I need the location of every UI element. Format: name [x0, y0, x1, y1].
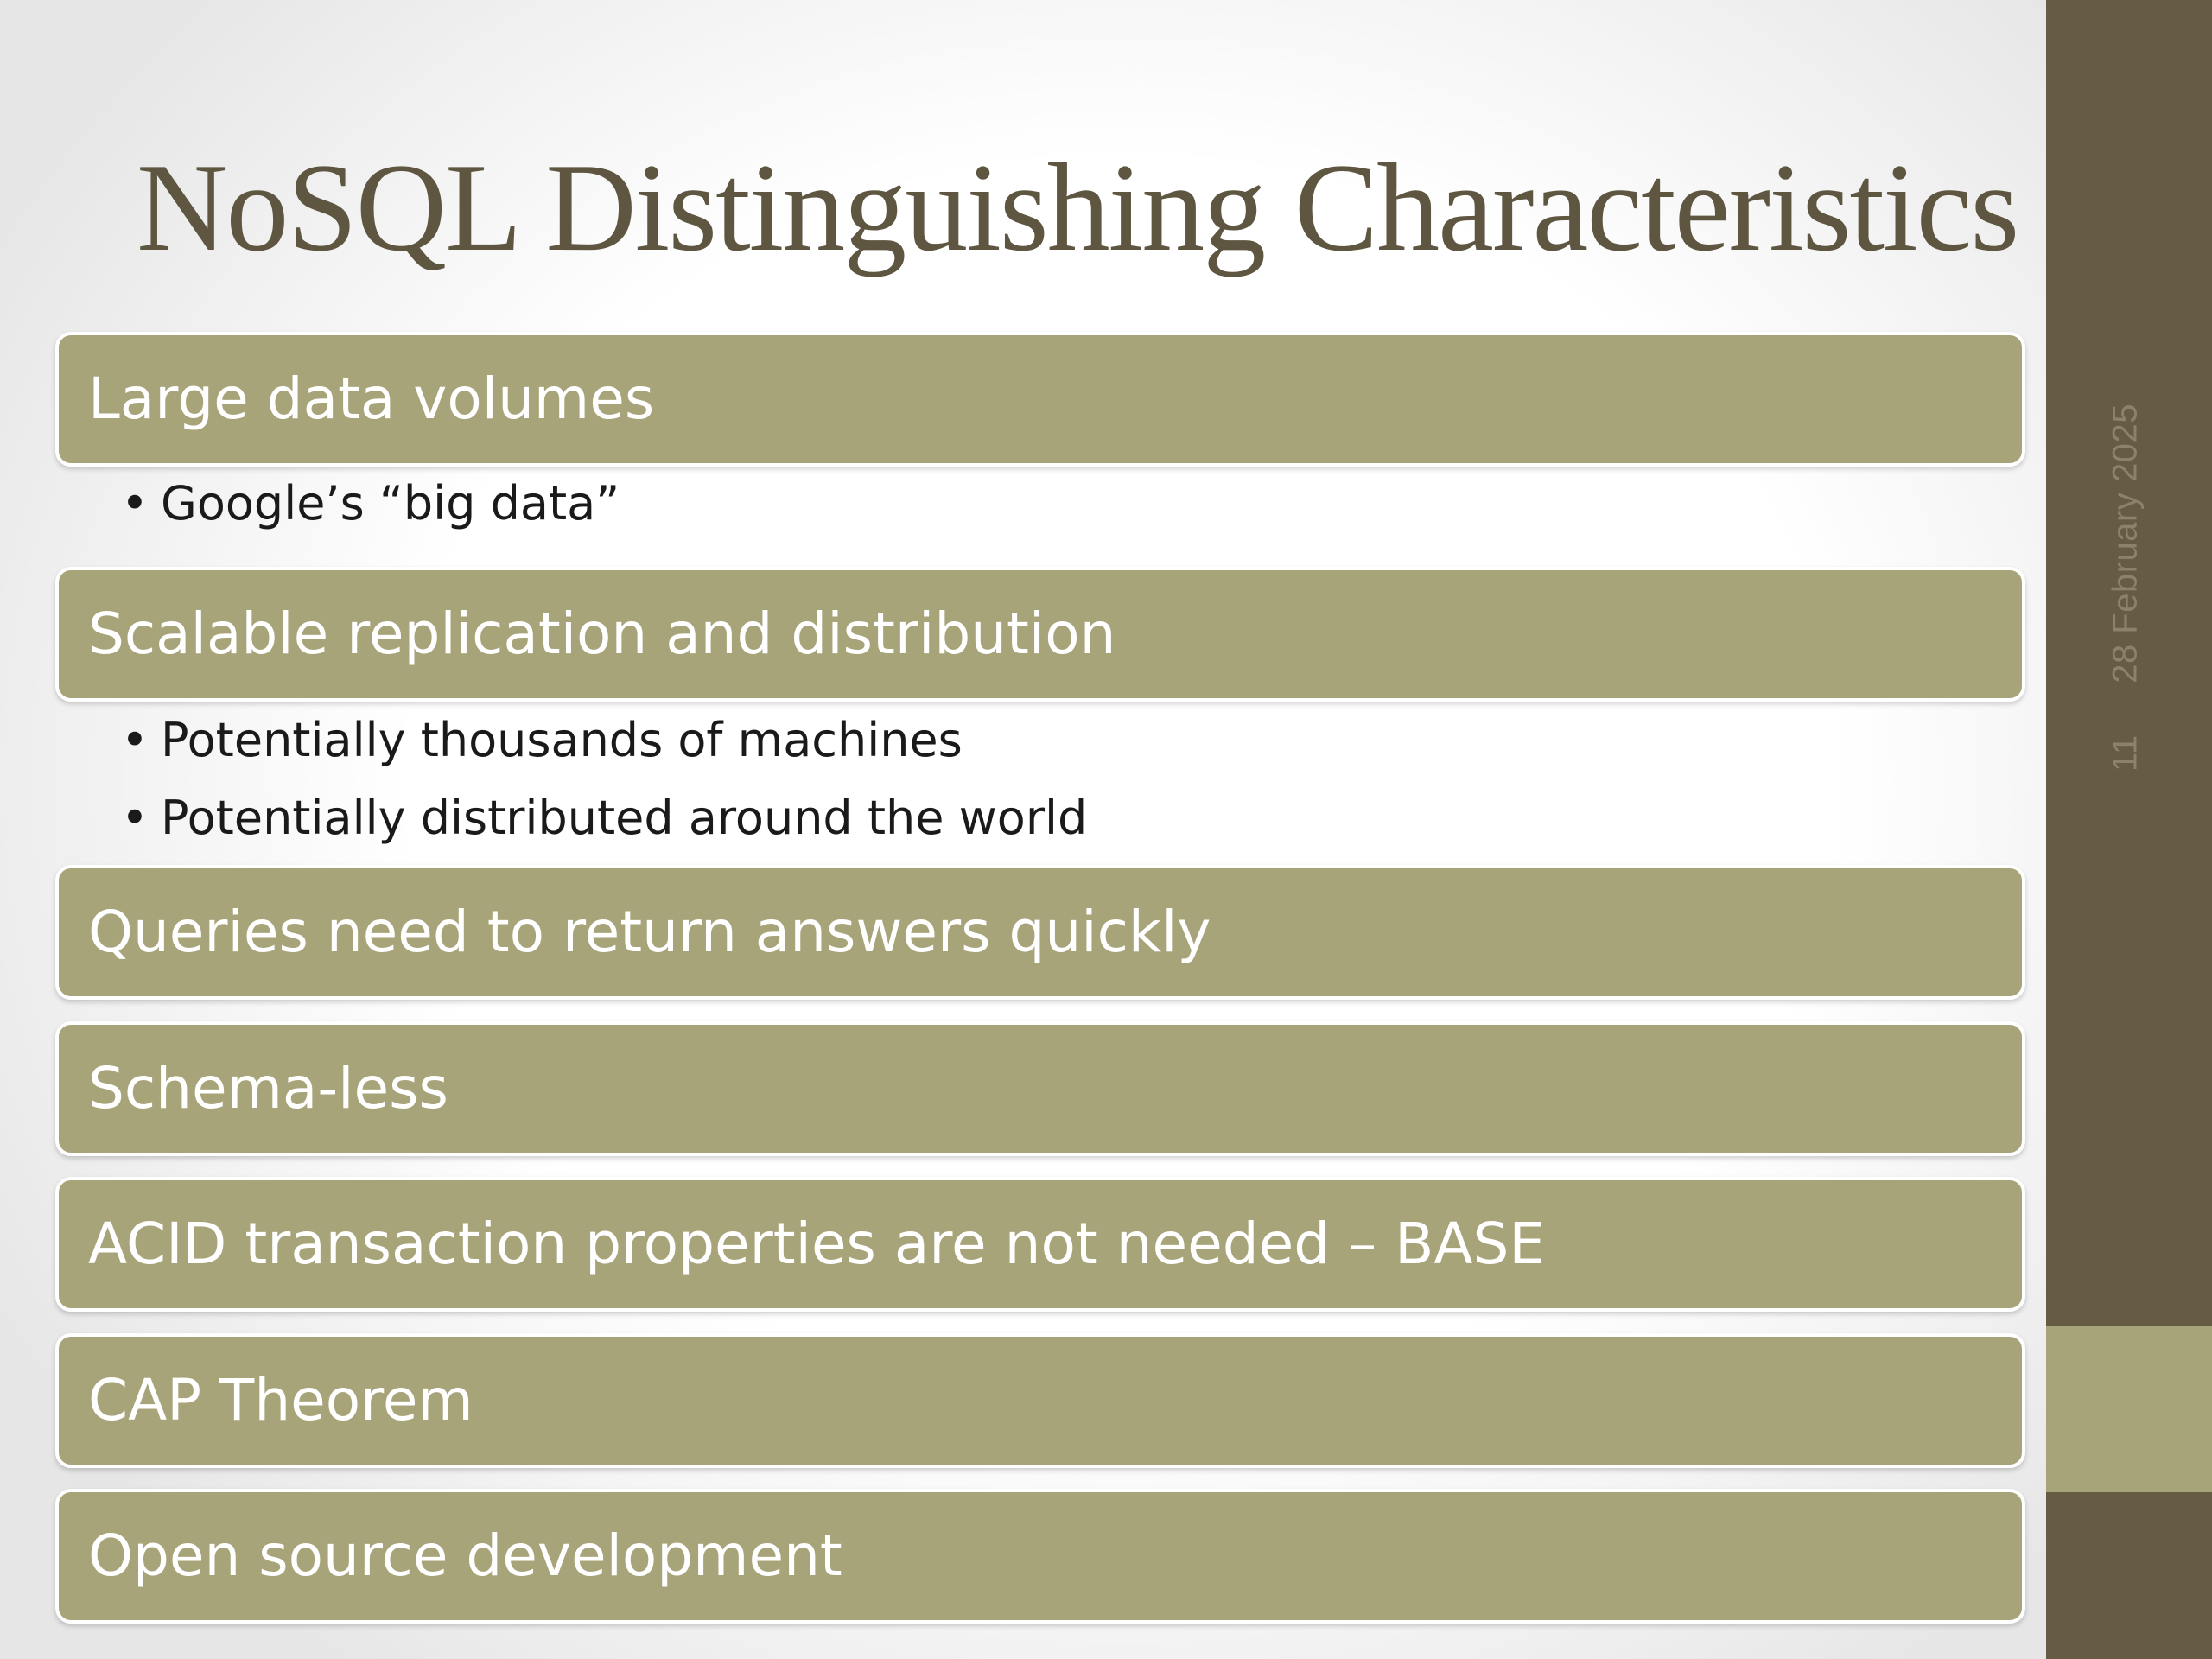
item-label: Schema-less [88, 1055, 448, 1122]
item-box-schema-less: Schema-less [55, 1021, 2025, 1156]
item-label: CAP Theorem [88, 1367, 474, 1433]
item-box-open-source: Open source development [55, 1489, 2025, 1624]
item-box-large-data-volumes: Large data volumes [55, 332, 2025, 467]
item-label: ACID transaction properties are not need… [88, 1211, 1546, 1277]
bullet-item: • Potentially distributed around the worl… [121, 788, 1087, 849]
item-box-cap-theorem: CAP Theorem [55, 1333, 2025, 1468]
bullet-text: Google’s “big data” [161, 476, 620, 531]
slide-number: 11 [2106, 734, 2145, 772]
item-label: Open source development [88, 1522, 842, 1589]
bullet-item: • Google’s “big data” [121, 474, 620, 534]
side-footer: 11 28 February 2025 [2107, 404, 2145, 772]
bullet-icon: • [121, 476, 149, 531]
bullet-icon: • [121, 713, 149, 767]
item-label: Large data volumes [88, 365, 655, 432]
slide-date: 28 February 2025 [2106, 404, 2145, 683]
bullet-text: Potentially thousands of machines [161, 713, 963, 767]
slide-title: NoSQL Distinguishing Characteristics [137, 137, 2019, 277]
item-label: Queries need to return answers quickly [88, 899, 1211, 965]
item-box-queries-quickly: Queries need to return answers quickly [55, 865, 2025, 1000]
item-label: Scalable replication and distribution [88, 601, 1116, 667]
bullet-icon: • [121, 791, 149, 845]
item-box-scalable-replication: Scalable replication and distribution [55, 567, 2025, 702]
bullet-text: Potentially distributed around the world [161, 791, 1088, 845]
bullet-item: • Potentially thousands of machines [121, 710, 963, 771]
item-box-acid-base: ACID transaction properties are not need… [55, 1177, 2025, 1312]
side-accent-block [2046, 1326, 2212, 1492]
